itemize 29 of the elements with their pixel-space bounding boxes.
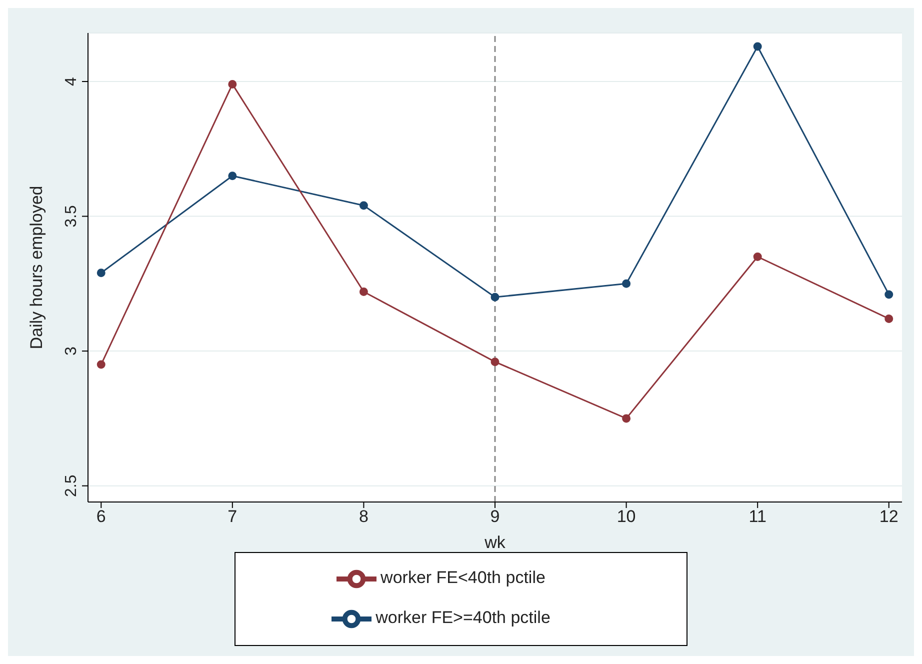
x-tick-label: 9 xyxy=(490,507,500,526)
y-tick-label: 2.5 xyxy=(63,474,80,497)
point xyxy=(228,172,237,180)
point xyxy=(96,360,106,369)
point xyxy=(359,201,368,210)
point xyxy=(490,358,500,366)
point xyxy=(753,42,762,51)
y-tick-label: 3.5 xyxy=(63,205,80,228)
x-tick-label: 7 xyxy=(228,507,238,526)
point xyxy=(622,279,631,288)
x-tick-label: 11 xyxy=(748,507,766,526)
x-tick-label: 6 xyxy=(96,507,106,526)
legend-label: worker FE<40th pctile xyxy=(380,568,546,588)
y-tick-label: 3 xyxy=(63,346,80,356)
point xyxy=(884,290,894,299)
point xyxy=(884,314,894,323)
legend-label: worker FE>=40th pctile xyxy=(376,608,550,628)
point xyxy=(359,288,368,296)
point xyxy=(228,80,237,88)
y-tick-label: 4 xyxy=(63,76,80,86)
x-tick-label: 10 xyxy=(616,507,636,526)
point xyxy=(96,268,106,278)
x-tick-label: 12 xyxy=(879,507,898,526)
y-axis-title: Daily hours employed xyxy=(27,186,46,350)
point xyxy=(753,252,762,261)
point xyxy=(622,414,631,423)
x-axis-title: wk xyxy=(484,533,506,552)
x-tick-label: 8 xyxy=(358,507,368,526)
point xyxy=(490,292,500,302)
